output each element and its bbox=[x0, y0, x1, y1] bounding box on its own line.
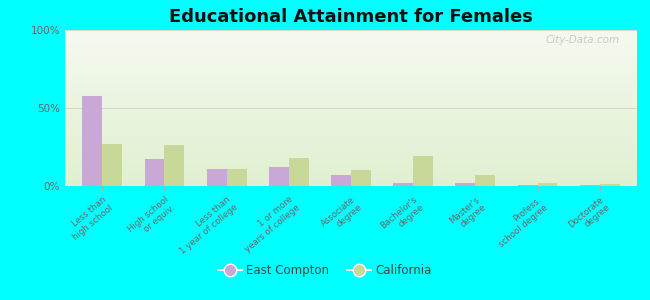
Bar bbox=[393, 183, 413, 186]
Bar bbox=[144, 160, 164, 186]
Bar bbox=[600, 184, 619, 186]
Bar bbox=[351, 170, 371, 186]
Bar bbox=[331, 175, 351, 186]
Bar bbox=[164, 146, 185, 186]
Bar bbox=[413, 156, 433, 186]
Bar bbox=[475, 175, 495, 186]
Bar bbox=[102, 144, 122, 186]
Bar bbox=[227, 169, 246, 186]
Title: Educational Attainment for Females: Educational Attainment for Females bbox=[169, 8, 533, 26]
Bar bbox=[289, 158, 309, 186]
Text: City-Data.com: City-Data.com bbox=[546, 35, 620, 45]
Bar bbox=[456, 183, 475, 186]
Bar bbox=[538, 183, 558, 186]
Bar bbox=[517, 185, 538, 186]
Bar bbox=[269, 167, 289, 186]
Bar bbox=[83, 95, 102, 186]
Legend: East Compton, California: East Compton, California bbox=[213, 260, 437, 282]
Bar bbox=[580, 185, 600, 186]
Bar bbox=[207, 169, 227, 186]
